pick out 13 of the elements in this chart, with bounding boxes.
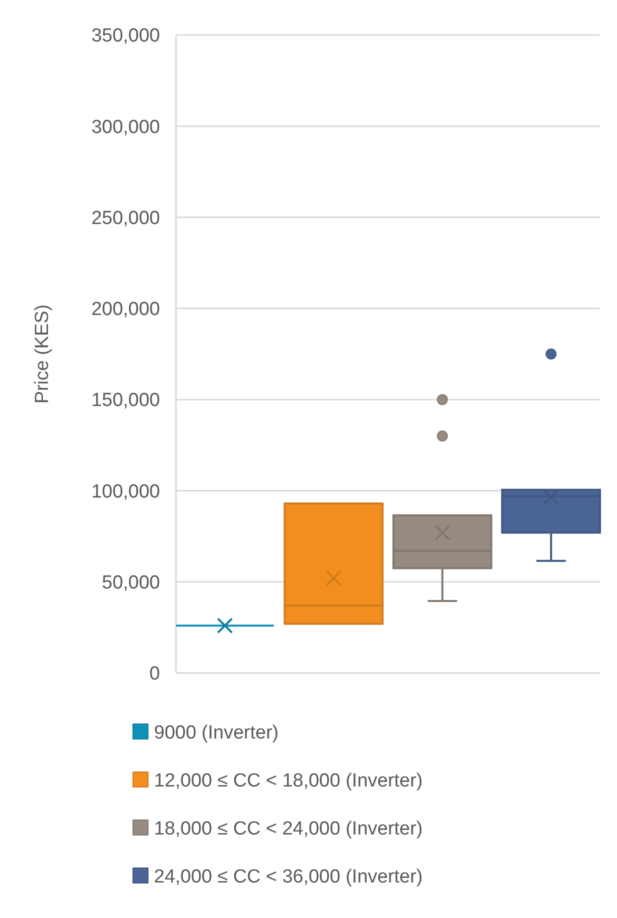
y-tick-label: 150,000 [91, 390, 160, 412]
legend-label: 9000 (Inverter) [154, 722, 279, 744]
legend-label: 18,000 ≤ CC < 24,000 (Inverter) [154, 818, 423, 840]
legend-label: 12,000 ≤ CC < 18,000 (Inverter) [154, 770, 423, 792]
y-tick-label: 350,000 [91, 26, 160, 47]
y-tick-label: 200,000 [91, 299, 160, 320]
y-tick-label: 0 [149, 664, 160, 685]
y-tick-label: 250,000 [91, 208, 160, 229]
y-axis-title: Price (KES) [32, 304, 53, 404]
y-tick-label: 300,000 [91, 116, 160, 138]
legend-label: 24,000 ≤ CC < 36,000 (Inverter) [154, 866, 423, 888]
y-tick-label: 100,000 [91, 481, 160, 502]
y-tick-label: 50,000 [102, 572, 160, 594]
